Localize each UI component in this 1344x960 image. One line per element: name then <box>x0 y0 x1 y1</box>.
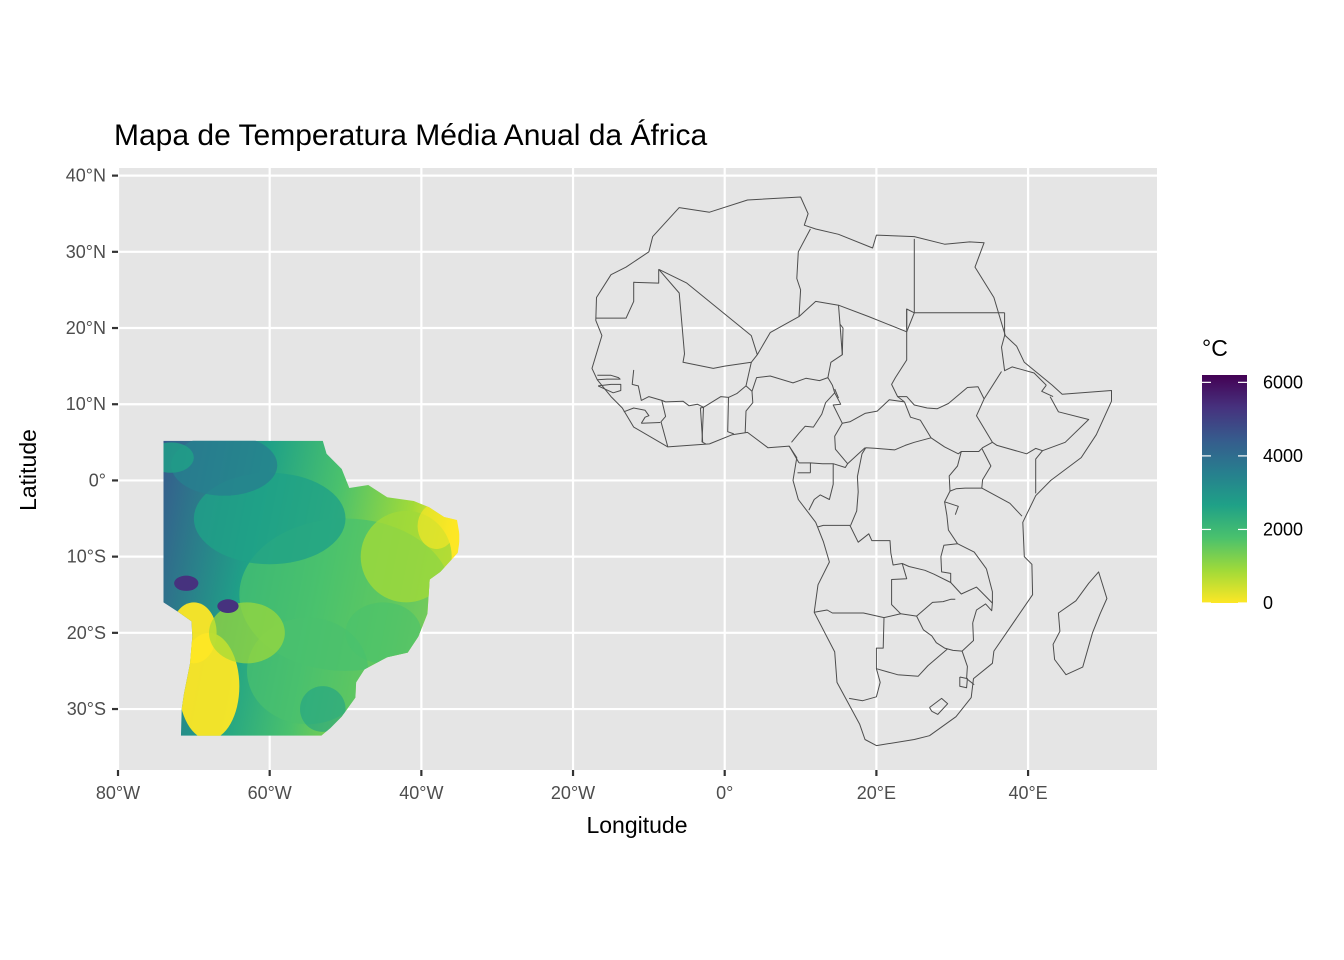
country-border <box>891 563 908 615</box>
y-tick-label: 30°S <box>67 699 106 719</box>
country-border <box>850 437 932 526</box>
x-tick-label: 0° <box>716 783 733 803</box>
country-border <box>756 300 844 378</box>
country-border <box>959 676 968 689</box>
y-tick-label: 20°N <box>66 318 106 338</box>
country-border <box>796 228 811 317</box>
country-border <box>808 463 834 511</box>
country-border <box>983 371 1002 400</box>
country-border <box>904 401 993 455</box>
x-tick-label: 40°W <box>399 783 443 803</box>
legend-colorbar <box>1202 375 1247 603</box>
legend: °C 6000 4000 2000 0 <box>1202 335 1303 613</box>
x-tick-label: 20°E <box>857 783 896 803</box>
country-border <box>660 400 669 448</box>
country-border <box>1041 384 1054 398</box>
country-border <box>595 269 660 319</box>
legend-label: 6000 <box>1263 372 1303 392</box>
raster-patch <box>209 602 285 664</box>
country-border <box>832 392 905 424</box>
country-border <box>834 388 839 399</box>
country-borders <box>591 196 1112 747</box>
country-border <box>849 613 917 702</box>
raster-patch <box>171 440 278 496</box>
x-tick-label: 20°W <box>551 783 595 803</box>
country-border <box>658 268 758 369</box>
africa-coastline <box>591 196 1112 747</box>
x-tick-label: 60°W <box>248 783 292 803</box>
country-border <box>839 324 843 355</box>
country-border <box>751 375 836 443</box>
chart-title: Mapa de Temperatura Média Anual da Áfric… <box>114 119 707 152</box>
y-axis: 40°N 30°N 20°N 10°N 0° 10°S 20°S 30°S <box>66 166 118 719</box>
y-axis-title: Latitude <box>15 429 41 511</box>
country-border <box>597 374 621 381</box>
y-tick-label: 40°N <box>66 166 106 186</box>
country-border <box>699 406 707 445</box>
country-border <box>961 650 975 686</box>
country-border <box>1035 450 1043 494</box>
gridlines <box>116 168 1157 770</box>
country-border <box>809 462 849 473</box>
country-border <box>788 445 800 464</box>
country-border <box>1001 312 1047 386</box>
country-border <box>597 383 622 394</box>
country-border <box>944 490 959 515</box>
country-border <box>944 501 987 570</box>
country-border <box>981 448 1023 517</box>
y-tick-label: 30°N <box>66 242 106 262</box>
country-border <box>834 423 866 465</box>
country-border <box>623 407 650 424</box>
raster-patch <box>300 686 346 732</box>
legend-title: °C <box>1202 335 1228 361</box>
y-tick-label: 10°S <box>67 547 106 567</box>
country-border <box>814 609 885 619</box>
country-border <box>701 407 704 443</box>
x-tick-label: 80°W <box>96 783 140 803</box>
y-tick-label: 0° <box>89 470 106 490</box>
country-border <box>985 568 993 604</box>
x-axis: 80°W 60°W 40°W 20°W 0° 20°E 40°E <box>96 770 1048 803</box>
raster-patch <box>345 602 422 664</box>
y-tick-label: 20°S <box>67 623 106 643</box>
country-border <box>745 362 752 387</box>
country-border <box>891 238 915 403</box>
country-border <box>897 386 993 443</box>
legend-label: 2000 <box>1263 519 1303 539</box>
x-axis-title: Longitude <box>586 812 687 838</box>
legend-label: 4000 <box>1263 446 1303 466</box>
legend-label: 0 <box>1263 593 1273 613</box>
raster-patch <box>217 599 239 614</box>
country-border <box>641 422 661 424</box>
country-border <box>876 648 949 677</box>
raster-patch <box>174 575 199 591</box>
country-border <box>929 697 949 715</box>
raster-patch <box>193 472 346 565</box>
x-tick-label: 40°E <box>1008 783 1047 803</box>
y-tick-label: 10°N <box>66 394 106 414</box>
raster-patch <box>163 442 194 473</box>
madagascar-outline <box>1052 571 1108 676</box>
